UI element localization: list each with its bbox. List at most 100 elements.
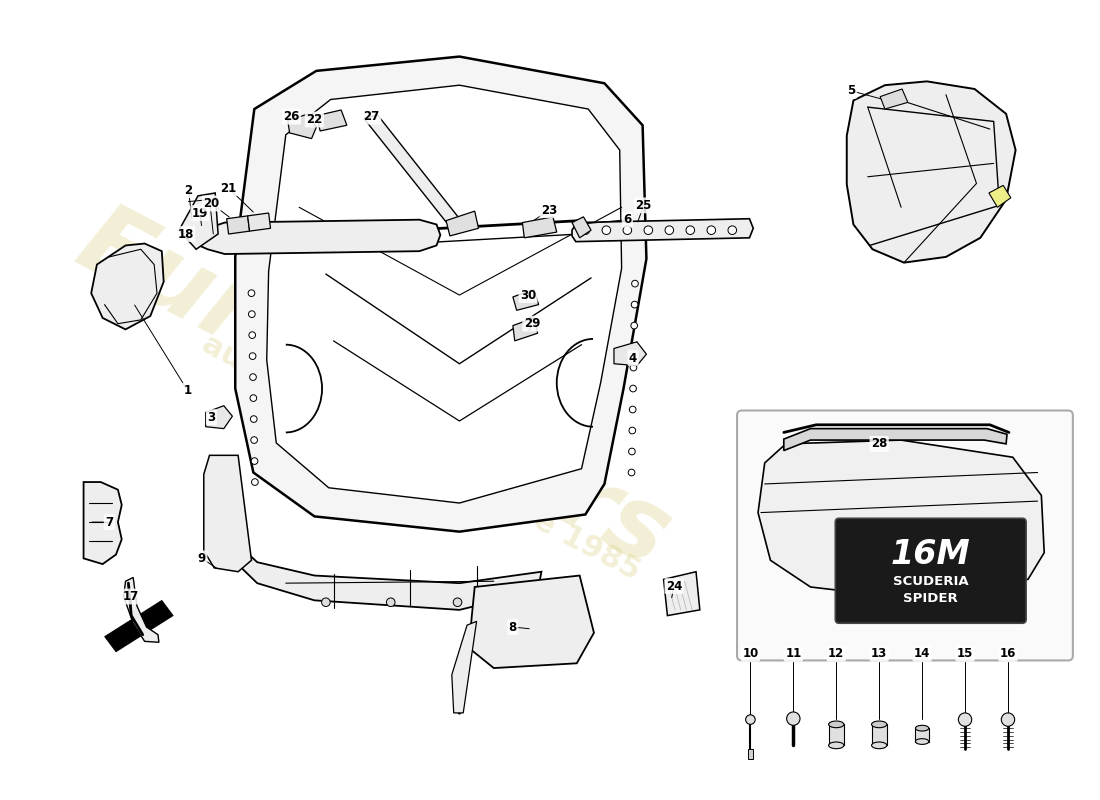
Ellipse shape (871, 742, 887, 749)
Text: 21: 21 (220, 182, 236, 194)
Circle shape (250, 374, 256, 381)
Ellipse shape (828, 742, 844, 749)
Text: 16M: 16M (891, 538, 970, 571)
Circle shape (631, 322, 638, 329)
Circle shape (251, 437, 257, 443)
Polygon shape (871, 724, 887, 746)
Polygon shape (317, 110, 346, 131)
Polygon shape (288, 114, 317, 138)
Text: 7: 7 (106, 516, 113, 529)
Circle shape (252, 478, 258, 486)
Circle shape (629, 427, 636, 434)
Ellipse shape (871, 721, 887, 728)
Text: 10: 10 (742, 647, 759, 660)
Text: 4: 4 (629, 351, 637, 365)
Circle shape (707, 226, 716, 234)
Text: 27: 27 (363, 110, 379, 123)
Circle shape (251, 416, 257, 422)
Polygon shape (248, 213, 271, 231)
Circle shape (500, 598, 509, 606)
Text: 1: 1 (184, 384, 191, 397)
Polygon shape (880, 89, 907, 109)
Circle shape (602, 226, 610, 234)
Polygon shape (364, 114, 468, 234)
Polygon shape (847, 82, 1015, 262)
Text: 25: 25 (636, 199, 651, 212)
Circle shape (321, 598, 330, 606)
Text: 13: 13 (871, 647, 888, 660)
Text: SCUDERIA: SCUDERIA (893, 574, 968, 588)
Text: 15: 15 (957, 647, 974, 660)
Circle shape (628, 448, 636, 455)
Polygon shape (84, 482, 122, 564)
Polygon shape (915, 728, 928, 742)
Circle shape (249, 311, 255, 318)
Text: 29: 29 (524, 317, 540, 330)
Text: 24: 24 (666, 579, 682, 593)
Polygon shape (223, 535, 541, 610)
Text: 5: 5 (847, 85, 856, 98)
Circle shape (581, 226, 590, 234)
Text: 3: 3 (207, 410, 216, 424)
Circle shape (631, 302, 638, 308)
Polygon shape (748, 749, 754, 758)
Circle shape (250, 394, 256, 402)
Polygon shape (522, 217, 557, 238)
Text: 14: 14 (914, 647, 931, 660)
Text: 9: 9 (198, 552, 206, 565)
Polygon shape (206, 406, 232, 429)
Polygon shape (513, 290, 539, 310)
Text: automotive parts since 1985: automotive parts since 1985 (197, 329, 646, 586)
Polygon shape (469, 575, 594, 668)
Ellipse shape (915, 738, 928, 744)
Polygon shape (91, 243, 164, 330)
Ellipse shape (828, 721, 844, 728)
Circle shape (249, 290, 255, 297)
Circle shape (630, 364, 637, 371)
Circle shape (251, 458, 257, 464)
Polygon shape (447, 211, 478, 236)
Polygon shape (989, 186, 1011, 207)
Text: 6: 6 (624, 213, 631, 226)
Polygon shape (179, 193, 218, 250)
Circle shape (666, 226, 673, 234)
Polygon shape (266, 85, 622, 503)
Polygon shape (572, 217, 591, 238)
Circle shape (628, 469, 635, 476)
Polygon shape (204, 455, 252, 572)
Text: 26: 26 (284, 110, 299, 123)
Circle shape (786, 712, 800, 726)
Text: 30: 30 (520, 289, 536, 302)
Text: Euromotors: Euromotors (62, 194, 686, 587)
Polygon shape (784, 429, 1006, 450)
Text: 12: 12 (828, 647, 845, 660)
Polygon shape (758, 440, 1044, 597)
Text: 17: 17 (123, 590, 140, 603)
Circle shape (629, 386, 637, 392)
Polygon shape (513, 318, 538, 341)
Text: 20: 20 (204, 197, 220, 210)
Text: 18: 18 (177, 227, 194, 241)
Circle shape (453, 598, 462, 606)
FancyBboxPatch shape (835, 518, 1026, 623)
Polygon shape (235, 57, 647, 532)
Circle shape (629, 406, 636, 413)
Circle shape (1001, 713, 1014, 726)
Circle shape (386, 598, 395, 606)
Text: SPIDER: SPIDER (903, 592, 958, 605)
Polygon shape (123, 578, 158, 642)
Polygon shape (614, 342, 647, 366)
Polygon shape (828, 724, 844, 746)
Polygon shape (227, 216, 250, 234)
Text: 22: 22 (306, 113, 322, 126)
Circle shape (644, 226, 652, 234)
Text: 2: 2 (185, 184, 192, 197)
Circle shape (728, 226, 737, 234)
Circle shape (958, 713, 971, 726)
Circle shape (686, 226, 694, 234)
Text: 19: 19 (191, 206, 208, 219)
Text: 11: 11 (785, 647, 802, 660)
Polygon shape (452, 622, 476, 713)
Circle shape (250, 353, 256, 359)
Circle shape (630, 343, 637, 350)
